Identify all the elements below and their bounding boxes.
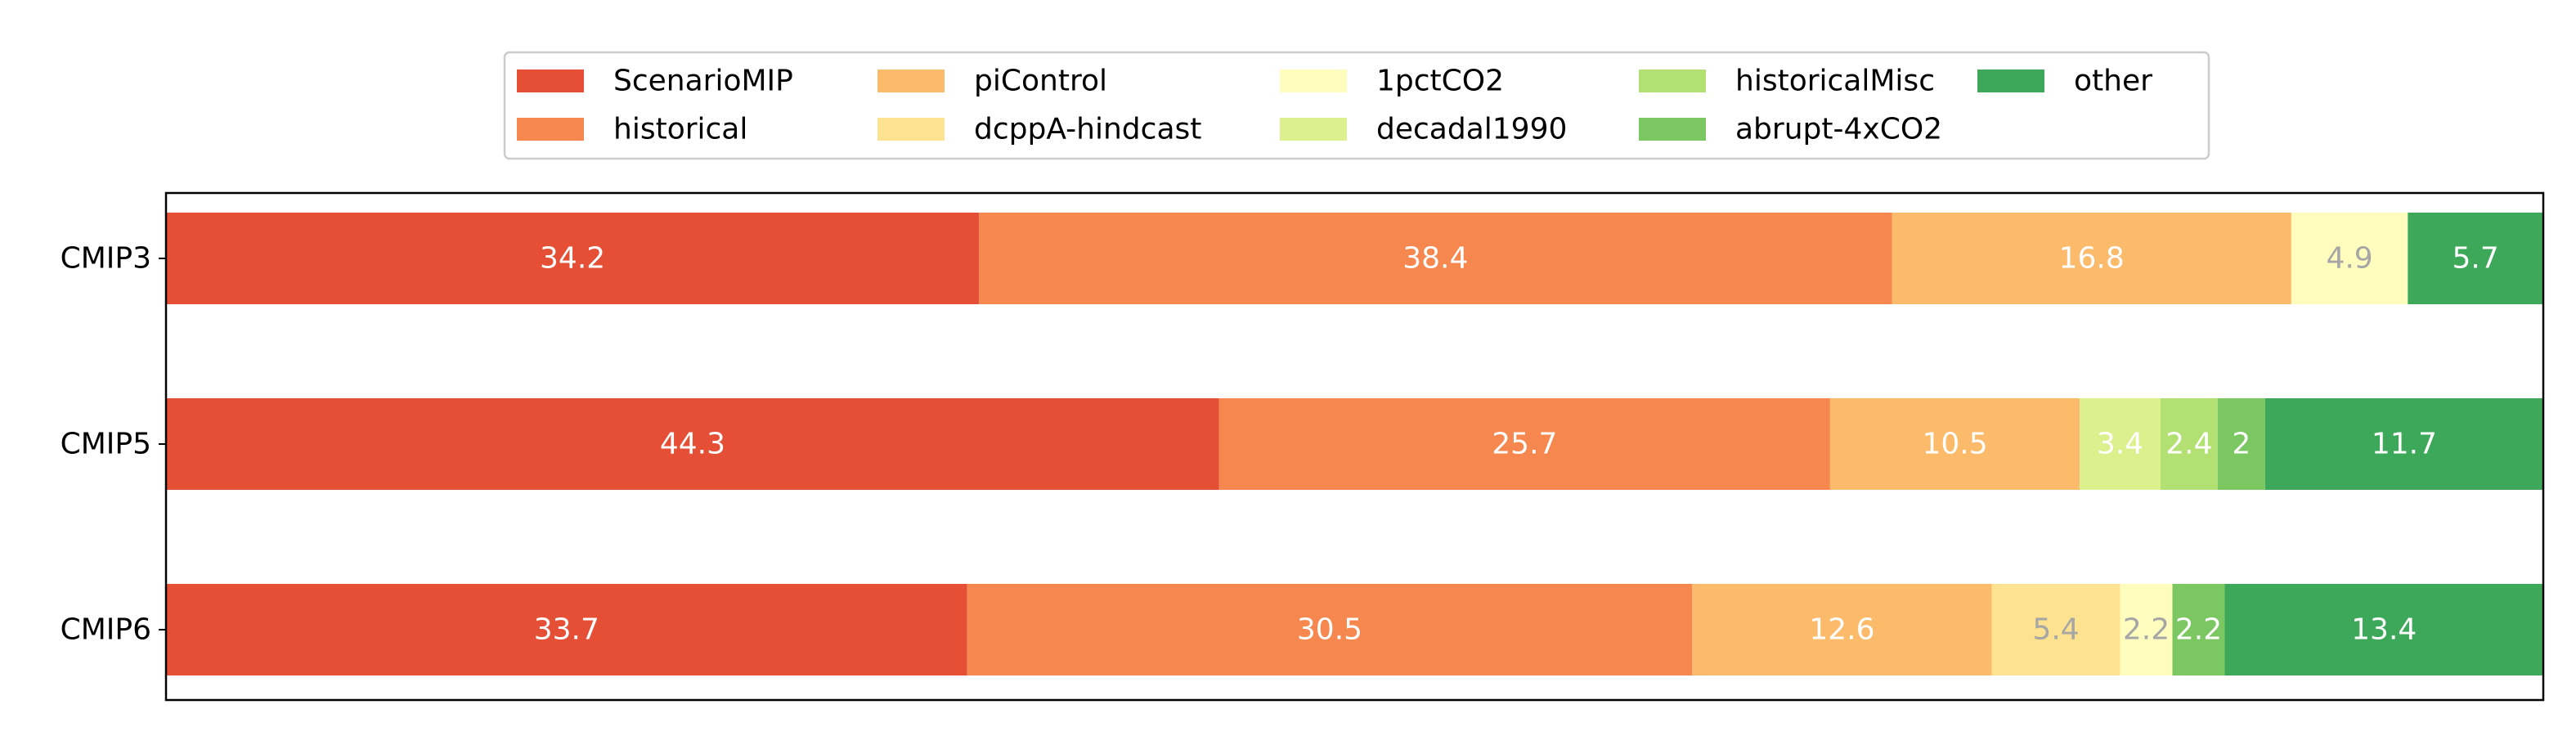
legend-swatch-historical	[517, 118, 584, 141]
legend-label-historicalmisc: historicalMisc	[1735, 65, 1935, 98]
legend-swatch-1pctco2	[1280, 70, 1347, 92]
legend: ScenarioMIP historical piControl dcppA-hind…	[503, 51, 2210, 160]
bar-cmip6-abrupt-4xco2	[2172, 584, 2225, 675]
data-label-cmip6-dcppa-hindcast: 5.4	[2032, 613, 2079, 647]
legend-swatch-decadal1990	[1280, 118, 1347, 141]
bar-cmip6-picontrol	[1692, 584, 1992, 675]
legend-swatch-historicalmisc	[1639, 70, 1706, 92]
legend-label-decadal1990: decadal1990	[1376, 113, 1567, 146]
data-label-cmip6-abrupt-4xco2: 2.2	[2175, 613, 2222, 647]
legend-label-other: other	[2074, 65, 2152, 98]
bar-cmip6-dcppa-hindcast	[1991, 584, 2120, 675]
legend-swatch-scenariomip	[517, 70, 584, 92]
bar-cmip3-historical	[979, 213, 1892, 304]
bars-layer: 34.2 38.4 16.8 4.9 5.7 44.3 25.7 10.5 3.4 2.4 2 11.…	[166, 213, 2543, 675]
legend-swatch-other	[1977, 70, 2044, 92]
data-label-cmip6-other: 13.4	[2351, 613, 2417, 647]
y-tick-label-cmip6: CMIP6	[61, 613, 151, 647]
data-label-cmip6-picontrol: 12.6	[1809, 613, 1874, 647]
bar-cmip3-other	[2408, 213, 2543, 304]
legend-label-scenariomip: ScenarioMIP	[613, 65, 793, 98]
bar-cmip5-other	[2264, 398, 2543, 490]
data-label-cmip5-decadal1990: 3.4	[2097, 428, 2143, 461]
legend-swatch-dcppa-hindcast	[877, 118, 945, 141]
bar-cmip5-decadal1990	[2080, 398, 2161, 490]
data-label-cmip5-historicalmisc: 2.4	[2165, 428, 2212, 461]
legend-label-1pctco2: 1pctCO2	[1376, 65, 1504, 98]
data-label-cmip6-historical: 30.5	[1297, 613, 1362, 647]
y-axis-ticks: CMIP3 CMIP5 CMIP6	[61, 242, 166, 647]
bar-cmip5-historical	[1218, 398, 1830, 490]
bar-cmip3-1pctco2	[2291, 213, 2408, 304]
data-label-cmip3-picontrol: 16.8	[2059, 242, 2125, 276]
data-label-cmip3-scenariomip: 34.2	[540, 242, 605, 276]
data-label-cmip5-abrupt-4xco2: 2	[2232, 428, 2251, 461]
data-label-cmip6-scenariomip: 33.7	[534, 613, 599, 647]
data-label-cmip5-historical: 25.7	[1492, 428, 1557, 461]
legend-swatch-picontrol	[877, 70, 945, 92]
bar-cmip5-historicalmisc	[2160, 398, 2218, 490]
data-label-cmip6-1pctco2: 2.2	[2123, 613, 2170, 647]
bar-cmip5-scenariomip	[166, 398, 1219, 490]
bar-cmip5-picontrol	[1829, 398, 2080, 490]
data-label-cmip5-picontrol: 10.5	[1922, 428, 1987, 461]
data-label-cmip5-scenariomip: 44.3	[660, 428, 725, 461]
legend-swatch-abrupt-4xco2	[1639, 118, 1706, 141]
plot-frame	[164, 191, 2545, 702]
y-tick-label-cmip3: CMIP3	[61, 242, 151, 276]
y-tick-label-cmip5: CMIP5	[61, 428, 151, 461]
legend-label-picontrol: piControl	[974, 65, 1107, 98]
bar-cmip5-abrupt-4xco2	[2217, 398, 2265, 490]
data-label-cmip3-1pctco2: 4.9	[2326, 242, 2372, 276]
legend-label-historical: historical	[613, 113, 747, 146]
bar-cmip3-scenariomip	[166, 213, 980, 304]
legend-label-dcppa-hindcast: dcppA-hindcast	[974, 113, 1201, 146]
data-label-cmip3-historical: 38.4	[1402, 242, 1468, 276]
data-label-cmip5-other: 11.7	[2372, 428, 2437, 461]
bar-cmip3-picontrol	[1892, 213, 2291, 304]
bar-cmip6-1pctco2	[2120, 584, 2173, 675]
bar-cmip6-historical	[967, 584, 1693, 675]
bar-cmip6-other	[2224, 584, 2543, 675]
bar-cmip6-scenariomip	[166, 584, 967, 675]
legend-label-abrupt-4xco2: abrupt-4xCO2	[1735, 113, 1942, 146]
data-label-cmip3-other: 5.7	[2453, 242, 2499, 276]
